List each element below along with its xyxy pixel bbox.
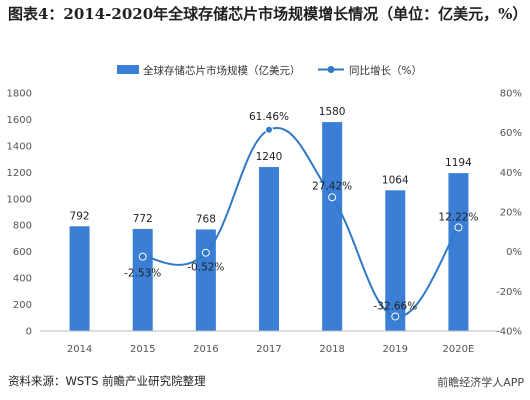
left-axis-tick-label: 400 bbox=[13, 274, 32, 285]
right-axis-tick-label: 0% bbox=[506, 247, 522, 258]
x-axis-tick-label: 2016 bbox=[193, 344, 218, 355]
legend-bar-swatch bbox=[117, 65, 139, 74]
growth-value-label: 12.22% bbox=[438, 211, 478, 223]
growth-value-label: -32.66% bbox=[373, 300, 417, 312]
bar bbox=[69, 226, 90, 331]
bar bbox=[259, 167, 279, 331]
right-axis-tick-label: 40% bbox=[500, 168, 522, 179]
left-axis-tick-label: 1600 bbox=[7, 115, 32, 126]
growth-point bbox=[328, 193, 337, 202]
growth-value-label: 27.42% bbox=[312, 180, 352, 192]
left-axis-tick-label: 1800 bbox=[7, 89, 32, 100]
left-axis-tick-label: 600 bbox=[13, 247, 32, 258]
growth-point bbox=[391, 312, 400, 321]
bar bbox=[322, 122, 343, 331]
right-axis-tick-label: -20% bbox=[496, 287, 522, 298]
bar bbox=[385, 190, 406, 331]
bar-series bbox=[69, 122, 469, 331]
source-note: 资料来源：WSTS 前瞻产业研究院整理 bbox=[8, 374, 206, 388]
growth-value-label: -0.52% bbox=[187, 262, 224, 274]
growth-point bbox=[138, 252, 147, 261]
growth-line bbox=[142, 127, 460, 318]
growth-point bbox=[454, 223, 463, 232]
legend-line-label: 同比增长（%） bbox=[349, 64, 422, 77]
legend: 全球存储芯片市场规模（亿美元） 同比增长（%） bbox=[117, 64, 422, 77]
bar-value-label: 792 bbox=[70, 210, 90, 222]
x-axis-tick-label: 2019 bbox=[383, 344, 408, 355]
left-axis-tick-label: 200 bbox=[13, 300, 32, 311]
right-axis-tick-label: -40% bbox=[496, 327, 522, 338]
left-axis-tick-label: 1000 bbox=[7, 194, 32, 205]
x-axis: 2014 2015 2016 2017 2018 2019 2020E bbox=[40, 330, 498, 355]
left-axis: 0 200 400 600 800 1000 1200 1400 1600 1800 bbox=[7, 89, 32, 338]
brand-watermark: 前瞻经济学人APP bbox=[437, 376, 524, 389]
growth-point bbox=[201, 248, 210, 257]
right-axis-tick-label: 20% bbox=[500, 208, 522, 219]
legend-line-marker bbox=[327, 66, 335, 73]
bar-value-label: 1240 bbox=[256, 151, 283, 163]
left-axis-tick-label: 1200 bbox=[7, 168, 32, 179]
right-axis: -40% -20% 0% 20% 40% 60% 80% bbox=[496, 89, 522, 338]
x-axis-tick-label: 2015 bbox=[130, 344, 155, 355]
bar-value-label: 772 bbox=[133, 213, 153, 225]
x-axis-tick-label: 2014 bbox=[67, 344, 92, 355]
bar bbox=[132, 228, 153, 331]
left-axis-tick-label: 800 bbox=[13, 221, 32, 232]
right-axis-tick-label: 80% bbox=[500, 89, 522, 100]
growth-point bbox=[265, 125, 273, 134]
bar bbox=[448, 173, 469, 331]
bar-value-label: 1064 bbox=[382, 174, 409, 186]
left-axis-tick-label: 0 bbox=[26, 327, 32, 338]
x-axis-tick-label: 2020E bbox=[443, 344, 475, 355]
x-axis-tick-label: 2017 bbox=[256, 344, 281, 355]
growth-value-label: -2.53% bbox=[124, 268, 161, 280]
bar bbox=[195, 229, 216, 331]
growth-value-label: 61.46% bbox=[249, 111, 289, 123]
right-axis-tick-label: 60% bbox=[500, 128, 522, 139]
chart-title: 图表4：2014-2020年全球存储芯片市场规模增长情况（单位：亿美元，%） bbox=[8, 5, 528, 23]
legend-bar-label: 全球存储芯片市场规模（亿美元） bbox=[143, 64, 301, 77]
data-labels: 792 772 768 1240 1580 1064 1194 -2.53% -0.52% 61.… bbox=[70, 106, 479, 312]
bar-value-label: 768 bbox=[196, 213, 216, 225]
bar-value-label: 1580 bbox=[319, 106, 346, 118]
bar-value-label: 1194 bbox=[445, 157, 472, 169]
line-series bbox=[138, 125, 463, 321]
left-axis-tick-label: 1400 bbox=[7, 141, 32, 152]
x-axis-tick-label: 2018 bbox=[319, 344, 344, 355]
